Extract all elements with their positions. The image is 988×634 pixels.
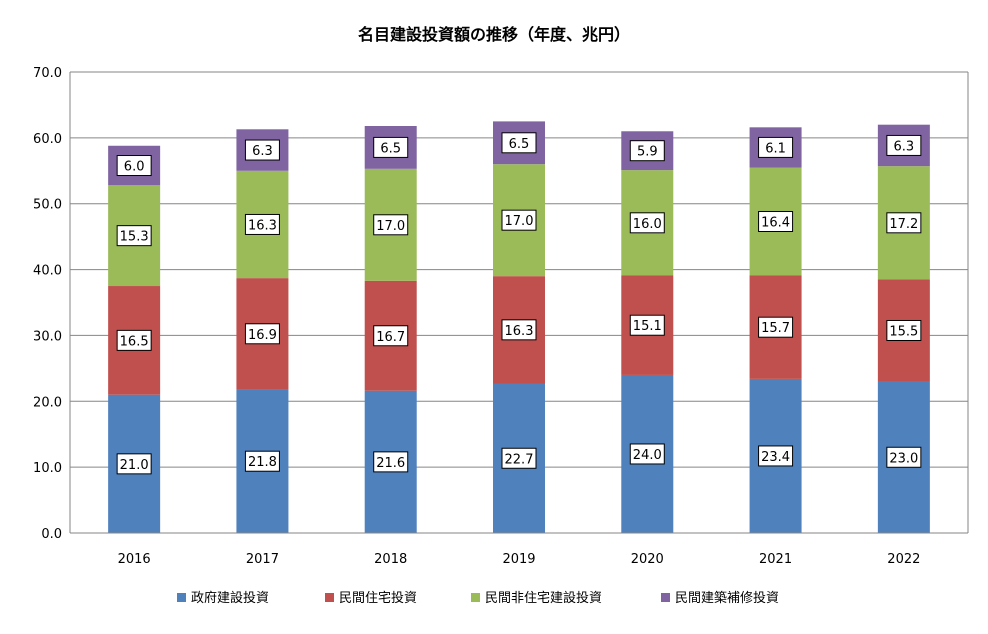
data-label-box <box>373 136 409 158</box>
data-label: 23.4 <box>761 450 790 465</box>
data-label: 5.9 <box>637 145 658 160</box>
data-label-box <box>629 140 665 162</box>
legend: 政府建設投資 民間住宅投資 民間非住宅建設投資 民間建築補修投資 <box>177 590 779 606</box>
data-label: 6.3 <box>894 139 915 154</box>
legend-swatch <box>661 593 670 602</box>
data-label-box <box>244 450 280 472</box>
data-label: 21.6 <box>376 456 405 471</box>
y-tick-label: 70.0 <box>33 66 62 81</box>
data-label: 21.0 <box>120 458 149 473</box>
data-label: 6.0 <box>124 160 145 175</box>
legend-label: 民間非住宅建設投資 <box>485 590 602 606</box>
legend-swatch <box>177 593 186 602</box>
data-label-box <box>501 132 537 154</box>
x-tick-label: 2022 <box>887 552 920 567</box>
legend-swatch <box>471 593 480 602</box>
x-tick-label: 2017 <box>246 552 279 567</box>
legend-label: 民間建築補修投資 <box>675 590 779 606</box>
x-tick-label: 2016 <box>118 552 151 567</box>
chart-title: 名目建設投資額の推移（年度、兆円） <box>358 25 630 44</box>
legend-swatch <box>325 593 334 602</box>
data-label: 16.0 <box>633 217 662 232</box>
data-label: 21.8 <box>248 455 277 470</box>
data-label: 15.5 <box>889 324 918 339</box>
data-label: 15.1 <box>633 319 662 334</box>
data-label-box <box>244 323 280 345</box>
y-tick-label: 10.0 <box>33 461 62 476</box>
data-label-box <box>244 213 280 235</box>
x-tick-label: 2021 <box>759 552 792 567</box>
data-label-box <box>886 446 922 468</box>
data-label-box <box>116 453 152 475</box>
axes: 0.0 10.0 20.0 30.0 40.0 50.0 60.0 70.0 2016 2017 2… <box>33 66 969 567</box>
data-label-box <box>886 319 922 341</box>
data-label-box <box>758 210 794 232</box>
data-label-box <box>373 451 409 473</box>
data-label-box <box>501 319 537 341</box>
data-label: 6.5 <box>509 137 530 152</box>
legend-label: 政府建設投資 <box>191 590 269 606</box>
x-tick-label: 2020 <box>631 552 664 567</box>
data-label-box <box>758 316 794 338</box>
legend-label: 民間住宅投資 <box>339 590 417 606</box>
data-label-box <box>373 325 409 347</box>
data-label: 16.7 <box>376 330 405 345</box>
data-label-box <box>629 443 665 465</box>
data-label: 16.5 <box>120 334 149 349</box>
data-label: 16.3 <box>505 324 534 339</box>
data-label: 17.0 <box>376 219 405 234</box>
data-label: 6.3 <box>252 144 273 159</box>
data-label-box <box>116 329 152 351</box>
x-tick-label: 2019 <box>502 552 535 567</box>
data-label: 6.1 <box>765 141 786 156</box>
data-label: 17.2 <box>889 217 918 232</box>
data-label: 17.0 <box>505 214 534 229</box>
data-label-box <box>758 445 794 467</box>
data-label: 24.0 <box>633 448 662 463</box>
bars: 21.0 16.5 15.3 6.0 21.8 16.9 16.3 6.3 21.6 16.7 17… <box>108 121 930 533</box>
data-label-box <box>629 314 665 336</box>
data-label: 15.7 <box>761 321 790 336</box>
data-label-box <box>758 136 794 158</box>
y-tick-label: 20.0 <box>33 395 62 410</box>
data-label-box <box>116 155 152 177</box>
y-tick-label: 40.0 <box>33 264 62 279</box>
data-label: 22.7 <box>505 452 534 467</box>
y-tick-label: 50.0 <box>33 198 62 213</box>
data-label: 6.5 <box>380 141 401 156</box>
data-label-box <box>373 214 409 236</box>
data-label-box <box>886 212 922 234</box>
y-tick-label: 30.0 <box>33 329 62 344</box>
data-label-box <box>629 212 665 234</box>
data-label: 16.4 <box>761 215 790 230</box>
data-label-box <box>116 225 152 247</box>
data-label: 16.3 <box>248 218 277 233</box>
data-label: 16.9 <box>248 328 277 343</box>
data-label-box <box>501 447 537 469</box>
data-label: 23.0 <box>889 451 918 466</box>
data-label-box <box>244 139 280 161</box>
y-tick-label: 0.0 <box>41 527 62 542</box>
data-label-box <box>501 209 537 231</box>
y-tick-label: 60.0 <box>33 132 62 147</box>
x-tick-label: 2018 <box>374 552 407 567</box>
data-label: 15.3 <box>120 230 149 245</box>
data-label-box <box>886 134 922 156</box>
